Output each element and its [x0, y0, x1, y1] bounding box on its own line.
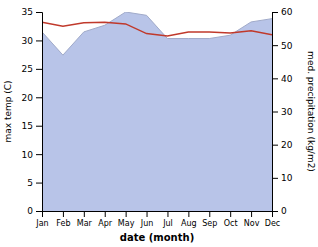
tick: 15 [22, 121, 42, 131]
tick-mark [147, 211, 148, 217]
chart: JanFebMarAprMayJunJulAugSepOctNovDec0510… [0, 0, 318, 247]
tick: 35 [22, 7, 42, 17]
tick-label: 50 [281, 41, 293, 51]
tick-label: 20 [22, 93, 34, 103]
tick-mark [209, 211, 210, 217]
tick-mark [63, 211, 64, 217]
x-axis-title: date (month) [120, 232, 194, 243]
tick-mark [272, 211, 278, 212]
tick: 10 [272, 173, 293, 183]
tick-label: 10 [281, 173, 293, 183]
tick-label: 15 [22, 121, 33, 131]
tick-mark [36, 97, 42, 98]
marks [42, 12, 272, 211]
tick-label: 60 [281, 7, 293, 17]
tick: Nov [244, 211, 260, 228]
tick: Jan [35, 211, 48, 228]
tick: 10 [22, 150, 42, 160]
tick: 25 [22, 64, 42, 74]
tick-label: Nov [244, 219, 260, 228]
tick-label: 5 [27, 178, 33, 188]
y2-axis-title: med. precipitation (kg/m2) [306, 51, 316, 172]
tick-label: 0 [281, 206, 287, 216]
tick-mark [272, 45, 278, 46]
tick-mark [272, 112, 278, 113]
tick-label: 25 [22, 64, 33, 74]
tick-mark [272, 78, 278, 79]
tick-mark [251, 211, 252, 217]
tick: May [118, 211, 135, 228]
x-axis: Jan Feb Mar Apr May Jun Jul Aug Sep Oct Nov Dec [35, 211, 280, 228]
tick: 20 [272, 140, 293, 150]
precipitation-area [42, 12, 272, 211]
tick-label: May [118, 219, 135, 228]
tick-label: Jun [140, 219, 154, 228]
y2-axis: 0 10 20 30 40 50 60 [272, 7, 293, 216]
axis-line [273, 13, 279, 212]
tick: Dec [265, 211, 280, 228]
tick-mark [36, 211, 42, 212]
tick-mark [272, 12, 278, 13]
plot: JanFebMarAprMayJunJulAugSepOctNovDec0510… [22, 7, 293, 227]
y-axis-title: max temp (C) [3, 80, 13, 142]
tick-label: 30 [22, 36, 34, 46]
tick-mark [36, 12, 42, 13]
precipitation-edge [42, 12, 272, 55]
tick: 40 [272, 74, 293, 84]
tick: 0 [272, 206, 287, 216]
tick-label: Aug [181, 219, 197, 228]
tick-mark [36, 69, 42, 70]
tick: 5 [27, 178, 42, 188]
tick: 50 [272, 41, 293, 51]
tick: Oct [224, 211, 238, 228]
tick-mark [188, 211, 189, 217]
tick-label: Mar [77, 219, 93, 228]
tick-mark [230, 211, 231, 217]
tick: 20 [22, 93, 42, 103]
tick-mark [84, 211, 85, 217]
tick: 30 [272, 107, 293, 117]
axis-line [43, 212, 273, 218]
tick-mark [105, 211, 106, 217]
tick-label: Apr [98, 219, 113, 228]
tick: Jun [140, 211, 154, 228]
tick-mark [272, 145, 278, 146]
axis-line [36, 13, 43, 212]
tick-mark [272, 178, 278, 179]
tick: 30 [22, 36, 42, 46]
tick: 0 [27, 206, 42, 216]
tick: Aug [181, 211, 197, 228]
tick: Jul [162, 211, 173, 228]
tick-mark [36, 126, 42, 127]
tick-label: Oct [224, 219, 238, 228]
tick-label: 40 [281, 74, 293, 84]
tick: Mar [77, 211, 93, 228]
tick: Feb [56, 211, 70, 228]
tick-label: Dec [265, 219, 280, 228]
y-axis: 0 5 10 15 20 25 30 35 [22, 7, 43, 216]
tick: 60 [272, 7, 293, 17]
tick-mark [167, 211, 168, 217]
tick-label: Jul [162, 219, 173, 228]
tick: Apr [98, 211, 113, 228]
tick-label: 0 [27, 206, 33, 216]
tick-label: 10 [22, 150, 34, 160]
tick-label: Sep [202, 219, 217, 228]
tick-mark [36, 183, 42, 184]
temperature-line [42, 22, 272, 36]
tick-label: Feb [56, 219, 70, 228]
tick-label: 20 [281, 140, 293, 150]
tick-label: Jan [35, 219, 48, 228]
tick-mark [126, 211, 127, 217]
tick-mark [36, 154, 42, 155]
tick-mark [36, 40, 42, 41]
tick-label: 35 [22, 7, 33, 17]
tick-label: 30 [281, 107, 293, 117]
tick: Sep [202, 211, 217, 228]
